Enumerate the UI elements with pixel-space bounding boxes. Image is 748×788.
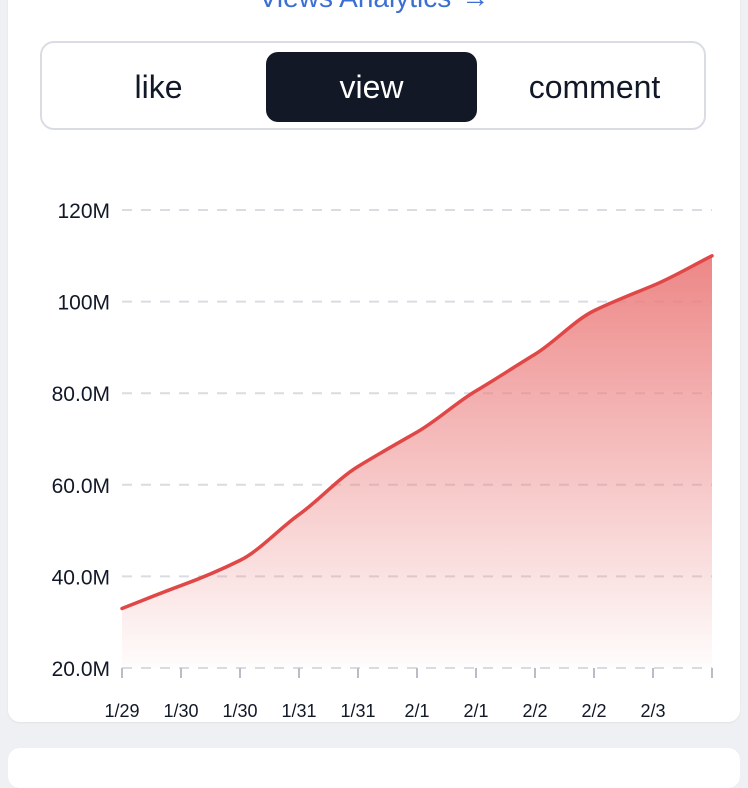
x-tick-label: 2/2 (522, 701, 547, 721)
y-tick-label: 120M (57, 200, 110, 223)
x-tick-label: 1/30 (163, 701, 198, 721)
y-tick-label: 80.0M (52, 383, 110, 406)
x-tick-label: 1/30 (222, 701, 257, 721)
chart-series (122, 256, 712, 668)
x-tick-label: 1/31 (281, 701, 316, 721)
y-tick-label: 40.0M (52, 566, 110, 589)
x-tick-label: 2/2 (581, 701, 606, 721)
x-tick-label: 2/1 (463, 701, 488, 721)
y-tick-label: 20.0M (52, 658, 110, 681)
y-axis: 20.0M 40.0M 60.0M 80.0M 100M 120M (52, 200, 110, 681)
area-fill (122, 256, 712, 668)
views-area-chart: 20.0M 40.0M 60.0M 80.0M 100M 120M 1/29 1/30 1/3… (0, 0, 748, 758)
x-tick-label: 1/31 (340, 701, 375, 721)
y-tick-label: 100M (57, 292, 110, 315)
x-tick-label: 2/1 (404, 701, 429, 721)
x-axis: 1/29 1/30 1/30 1/31 1/31 2/1 2/1 2/2 2/2 2/3 (104, 668, 712, 721)
y-tick-label: 60.0M (52, 475, 110, 498)
x-tick-label: 2/3 (640, 701, 665, 721)
x-tick-label: 1/29 (104, 701, 139, 721)
